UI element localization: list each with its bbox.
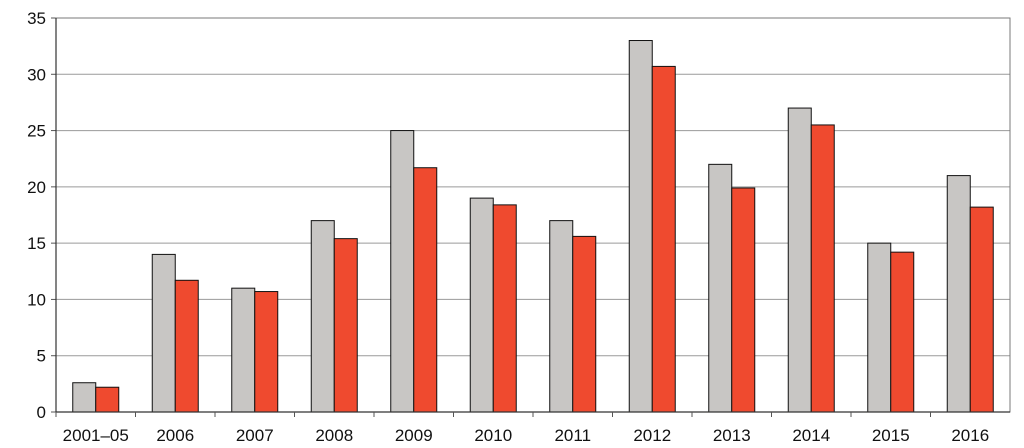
x-tick-label: 2015 (872, 426, 910, 445)
bar-series-2 (969, 206, 994, 413)
bar-series-1 (390, 130, 415, 413)
bar-series-2 (413, 167, 438, 413)
x-tick-label: 2008 (315, 426, 353, 445)
bar-series-1 (708, 163, 733, 413)
x-tick-label: 2013 (713, 426, 751, 445)
x-tick-label: 2007 (236, 426, 274, 445)
bar-series-1 (231, 287, 256, 413)
x-tick-label: 2016 (951, 426, 989, 445)
plot-frame (55, 17, 1011, 413)
y-tick-label: 10 (27, 290, 46, 309)
y-tick-label: 30 (27, 65, 46, 84)
bar-series-1 (946, 175, 971, 413)
plot-area-border (55, 17, 1011, 413)
bar-series-2 (492, 204, 517, 413)
y-tick-label: 5 (37, 347, 46, 366)
y-axis-tick-labels: 0 5 10 15 20 25 30 35 (27, 9, 56, 422)
bar-series-1 (469, 197, 494, 413)
bar-series-2 (731, 187, 756, 413)
bar-series-1 (310, 220, 335, 413)
x-tick-label: 2009 (395, 426, 433, 445)
x-tick-label: 2014 (792, 426, 830, 445)
x-tick-label: 2006 (156, 426, 194, 445)
x-tick-label: 2012 (633, 426, 671, 445)
bar-series-2 (254, 291, 279, 413)
bar-series-1 (549, 220, 574, 413)
bar-series-2 (174, 279, 199, 413)
bar-series-2 (333, 238, 358, 413)
x-tick-label: 2010 (474, 426, 512, 445)
bar-series-2 (651, 65, 676, 413)
bar-series-1 (151, 253, 176, 413)
y-tick-label: 25 (27, 122, 46, 141)
y-tick-label: 15 (27, 234, 46, 253)
gridlines (56, 17, 1010, 357)
bar-series-2 (810, 124, 835, 413)
bar-series-1 (628, 40, 653, 413)
bar-series-2 (572, 235, 597, 413)
bars (72, 40, 994, 413)
x-tick-label: 2001–05 (63, 426, 129, 445)
y-tick-label: 35 (27, 9, 46, 28)
bar-series-2 (95, 386, 120, 413)
x-axis-tick-labels: 2001–05 2006 2007 2008 2009 2010 2011 2012 2013 2… (55, 412, 989, 445)
bar-series-1 (867, 242, 892, 413)
x-tick-label: 2011 (554, 426, 591, 445)
bar-series-1 (72, 382, 97, 413)
bar-series-2 (890, 251, 915, 413)
y-tick-label: 0 (37, 403, 46, 422)
bar-series-1 (787, 107, 812, 413)
y-tick-label: 20 (27, 178, 46, 197)
